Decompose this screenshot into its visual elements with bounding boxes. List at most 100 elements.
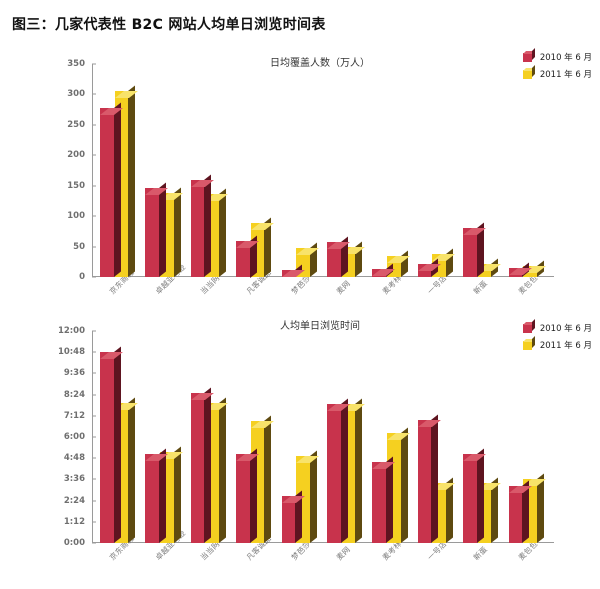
y-tick-mark bbox=[92, 372, 96, 374]
bar-series-2010 bbox=[508, 480, 532, 543]
bar-series-2010 bbox=[463, 222, 486, 277]
legend-item-2011-06: 2011 年 6 月 bbox=[522, 65, 592, 82]
plot-area: 0:00 1:12 2:24 3:36 4:48 6:00 7:12 8:24 9:36 10:4… bbox=[58, 326, 554, 562]
bar-series-2010 bbox=[236, 235, 259, 277]
chart-daily-coverage: 日均覆盖人数（万人） 2010 年 6 月 2011 年 6 月 0 50 100 15… bbox=[0, 48, 600, 313]
bar-group bbox=[281, 64, 327, 277]
x-axis-label: 麦网 bbox=[335, 544, 353, 563]
bar-group bbox=[236, 64, 281, 277]
bar-group bbox=[372, 64, 417, 277]
bar-group bbox=[145, 64, 190, 277]
y-tick-label: 1:12 bbox=[63, 516, 85, 527]
y-tick-label: 3:36 bbox=[63, 474, 85, 485]
y-tick-mark bbox=[92, 351, 96, 353]
y-tick-mark bbox=[92, 276, 96, 278]
bar-group bbox=[190, 331, 236, 543]
y-tick-mark bbox=[92, 500, 96, 502]
bar-series-2010 bbox=[100, 346, 123, 543]
chart-legend: 2010 年 6 月 2011 年 6 月 bbox=[522, 48, 592, 82]
bar-series-2010 bbox=[372, 456, 395, 543]
bar-series-2010 bbox=[372, 263, 395, 277]
plot-area: 0 50 100 150 200 250 300 350 京东商城 卓越亚马逊 当当网 凡客诚品 梦芭… bbox=[67, 59, 554, 296]
y-tick-label: 200 bbox=[67, 150, 85, 161]
legend-label: 2011 年 6 月 bbox=[539, 69, 592, 80]
chart-title: 日均覆盖人数（万人） bbox=[270, 58, 370, 69]
y-tick-mark bbox=[92, 215, 96, 217]
y-tick-label: 6:00 bbox=[63, 432, 85, 442]
y-tick-label: 300 bbox=[67, 89, 85, 100]
x-axis-label: 新蛋 bbox=[471, 278, 489, 297]
bar-series-2010 bbox=[145, 448, 168, 543]
bar-group bbox=[508, 64, 554, 277]
legend-item-2010-06: 2010 年 6 月 bbox=[522, 48, 592, 65]
bar-group bbox=[372, 331, 417, 543]
legend-label: 2010 年 6 月 bbox=[539, 52, 592, 63]
bar-group bbox=[417, 64, 463, 277]
y-tick-label: 100 bbox=[67, 211, 85, 222]
bar-groups bbox=[92, 64, 554, 277]
chart-title: 人均单日浏览时间 bbox=[280, 321, 360, 332]
bar-group bbox=[236, 331, 281, 543]
bar-series-2010 bbox=[190, 174, 214, 277]
bar-groups bbox=[92, 331, 554, 543]
y-tick-mark bbox=[92, 457, 96, 459]
y-tick-mark bbox=[92, 394, 96, 396]
y-tick-mark bbox=[92, 478, 96, 480]
chart-daily-browse-time: 人均单日浏览时间 2010 年 6 月 2011 年 6 月 0:00 1:12 2:… bbox=[0, 313, 600, 589]
y-tick-label: 0:00 bbox=[63, 538, 85, 548]
bar-group bbox=[190, 64, 236, 277]
y-tick-label: 10:48 bbox=[57, 347, 85, 358]
legend-item-2011-06: 2011 年 6 月 bbox=[522, 336, 592, 353]
bar-group bbox=[327, 331, 372, 543]
bar-series-2010 bbox=[190, 387, 214, 543]
y-tick-label: 50 bbox=[73, 241, 85, 252]
bar-series-2010 bbox=[327, 236, 350, 277]
y-tick-label: 9:36 bbox=[63, 368, 85, 379]
bar-series-2010 bbox=[100, 102, 123, 277]
bar-series-2010 bbox=[463, 448, 486, 543]
bar-series-2010 bbox=[281, 490, 305, 543]
bar-group bbox=[417, 331, 463, 543]
bar-series-2010 bbox=[508, 262, 532, 277]
legend-swatch-icon bbox=[522, 65, 535, 79]
bar-series-2010 bbox=[236, 448, 259, 543]
y-tick-label: 4:48 bbox=[63, 453, 85, 464]
legend-swatch-icon bbox=[522, 48, 535, 62]
x-axis-label: 麦网 bbox=[335, 278, 353, 297]
legend-label: 2010 年 6 月 bbox=[539, 323, 592, 334]
legend-item-2010-06: 2010 年 6 月 bbox=[522, 319, 592, 336]
legend-swatch-icon bbox=[522, 319, 535, 333]
bar-group bbox=[463, 331, 508, 543]
x-axis bbox=[92, 542, 554, 543]
y-tick-mark bbox=[92, 330, 96, 332]
y-tick-label: 250 bbox=[67, 119, 85, 130]
y-tick-label: 8:24 bbox=[63, 389, 85, 400]
y-tick-mark bbox=[92, 246, 96, 248]
bar-group bbox=[100, 64, 145, 277]
x-axis-label: 新蛋 bbox=[471, 544, 489, 563]
bar-series-2010 bbox=[417, 414, 441, 543]
y-tick-label: 150 bbox=[67, 180, 85, 191]
y-tick-label: 12:00 bbox=[57, 326, 85, 336]
y-tick-label: 2:24 bbox=[63, 495, 85, 506]
bar-group bbox=[281, 331, 327, 543]
y-tick-mark bbox=[92, 542, 96, 544]
y-axis bbox=[92, 64, 93, 277]
legend-swatch-icon bbox=[522, 336, 535, 350]
bar-group bbox=[508, 331, 554, 543]
bar-group bbox=[327, 64, 372, 277]
y-tick-label: 350 bbox=[67, 59, 85, 69]
bar-series-2010 bbox=[327, 398, 350, 543]
bar-series-2010 bbox=[145, 182, 168, 277]
bar-group bbox=[145, 331, 190, 543]
y-tick-mark bbox=[92, 93, 96, 95]
bar-group bbox=[100, 331, 145, 543]
bar-series-2011 bbox=[523, 260, 546, 277]
x-axis bbox=[92, 276, 554, 277]
page-title: 图三：几家代表性 B2C 网站人均单日浏览时间表 bbox=[12, 17, 326, 33]
y-tick-mark bbox=[92, 63, 96, 65]
y-tick-label: 7:12 bbox=[63, 410, 85, 421]
y-tick-mark bbox=[92, 436, 96, 438]
chart-legend: 2010 年 6 月 2011 年 6 月 bbox=[522, 319, 592, 353]
legend-label: 2011 年 6 月 bbox=[539, 340, 592, 351]
